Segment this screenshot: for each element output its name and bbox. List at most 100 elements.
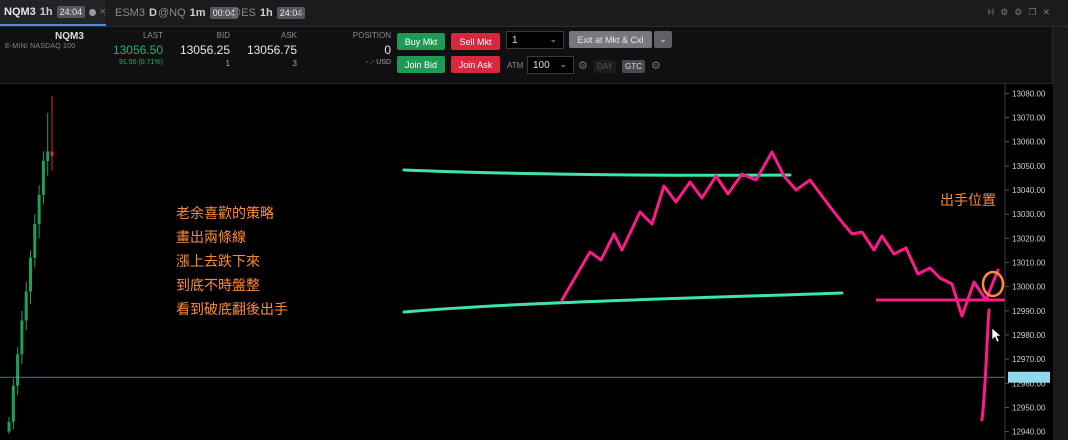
- price-path-drawing: [560, 150, 1000, 318]
- quantity-select[interactable]: 1 ⌄: [506, 31, 564, 49]
- tab-bar: NQM3 1h 24:04 × ESM3 D @NQ 1m 00:04 @ES …: [0, 0, 1068, 27]
- candle-body: [24, 291, 28, 321]
- atm-value: 100: [533, 59, 550, 71]
- upper-range-line: [402, 168, 792, 177]
- candlestick-series: [7, 95, 54, 434]
- tab-symbol: @NQ: [158, 7, 186, 19]
- price-tick-label: 12990.00: [1012, 307, 1046, 316]
- tif-gtc-option[interactable]: GTC: [622, 60, 645, 73]
- tab-symbol: NQM3: [4, 6, 36, 18]
- chevron-down-icon: ⌄: [659, 34, 667, 44]
- ask-label: ASK: [280, 31, 297, 40]
- position-label: POSITION: [352, 31, 391, 40]
- ask-price: 13056.75: [246, 43, 297, 57]
- order-settings-icon[interactable]: ⚙: [651, 60, 661, 72]
- tab-esm3[interactable]: ESM3 D: [115, 0, 157, 26]
- price-tick-label: 12950.00: [1012, 403, 1046, 412]
- mouse-cursor-icon: [991, 327, 1002, 343]
- atm-label: ATM: [507, 61, 524, 70]
- price-tick-label: 13010.00: [1012, 259, 1046, 268]
- tab-timeframe: 1h: [259, 7, 273, 19]
- tab-timeframe: D: [148, 7, 157, 19]
- exit-dropdown[interactable]: ⌄: [654, 31, 672, 48]
- close-tab-icon[interactable]: ×: [99, 6, 106, 18]
- tab-symbol: @ES: [230, 7, 256, 19]
- join-ask-button[interactable]: Join Ask: [451, 56, 500, 73]
- note-line-4: 到底不時盤整: [176, 278, 260, 294]
- drop-line-drawing: [980, 308, 991, 422]
- position-pl: - .- USD: [365, 59, 391, 66]
- settings-icon[interactable]: ⚙: [1000, 7, 1009, 17]
- candle-body: [11, 385, 15, 422]
- chevron-down-icon: ⌄: [559, 59, 567, 69]
- add-tab-button[interactable]: +: [297, 5, 305, 20]
- entry-circle: [981, 270, 1005, 298]
- candle-body: [7, 421, 11, 432]
- ask-size: 3: [292, 59, 297, 68]
- candle-body: [37, 194, 41, 224]
- close-icon[interactable]: ✕: [1042, 7, 1050, 17]
- note-line-1: 老余喜歡的策略: [176, 205, 274, 222]
- link-icon[interactable]: ⚙: [1014, 7, 1023, 17]
- note-line-3: 漲上去跌下來: [176, 254, 260, 270]
- order-panel: NQM3 E-MINI NASDAQ 100 LAST 13056.50 91.…: [0, 27, 1053, 84]
- price-axis-ticks: 13080.00 13070.00 13060.00 13050.00 13040.00…: [1005, 89, 1046, 437]
- last-change: 91.50 (0.71%): [119, 59, 163, 66]
- price-tick-label: 13000.00: [1012, 283, 1046, 292]
- price-tick-label: 12940.00: [1012, 428, 1046, 437]
- window-scrollbar[interactable]: [1052, 27, 1068, 440]
- price-tick-label: 13070.00: [1012, 114, 1046, 123]
- instrument-description: E-MINI NASDAQ 100: [5, 43, 76, 50]
- exit-at-market-button[interactable]: Exit at Mkt & Cxl: [569, 31, 652, 48]
- candle-body: [16, 354, 20, 386]
- candle-body: [41, 161, 45, 195]
- restore-icon[interactable]: ❐: [1028, 7, 1037, 17]
- price-tick-label: 12970.00: [1012, 355, 1046, 364]
- tab-es[interactable]: @ES 1h 24:04: [230, 0, 306, 26]
- atm-settings-icon[interactable]: ⚙: [578, 60, 588, 72]
- tab-timeframe: 1m: [189, 7, 206, 19]
- bid-size: 1: [225, 59, 230, 68]
- price-tick-label: 12980.00: [1012, 331, 1046, 340]
- note-line-2: 畫出兩條線: [176, 230, 246, 246]
- tab-symbol: ESM3: [115, 7, 145, 19]
- chevron-down-icon: ⌄: [549, 34, 557, 44]
- window-controls: H ⚙ ⚙ ❐ ✕: [988, 7, 1050, 18]
- bid-price: 13056.25: [179, 43, 230, 57]
- sell-market-button[interactable]: Sell Mkt: [451, 33, 500, 50]
- hide-button[interactable]: H: [987, 7, 995, 17]
- position-value: 0: [384, 43, 391, 57]
- lower-range-line: [402, 291, 844, 314]
- buy-market-button[interactable]: Buy Mkt: [397, 33, 445, 50]
- tab-nq[interactable]: @NQ 1m 00:04: [158, 0, 239, 26]
- price-tick-label: 13080.00: [1012, 89, 1046, 98]
- price-tick-label: 12960.00: [1012, 379, 1046, 388]
- tab-time: 24:04: [276, 7, 306, 19]
- tab-nqm3[interactable]: NQM3 1h 24:04 ×: [0, 0, 106, 26]
- tab-time: 00:04: [209, 7, 239, 19]
- atm-select[interactable]: 100 ⌄: [527, 56, 574, 74]
- price-chart[interactable]: 老余喜歡的策略 畫出兩條線 漲上去跌下來 到底不時盤整 看到破底翻後出手 出手位…: [0, 84, 1053, 440]
- bid-label: BID: [216, 31, 230, 40]
- price-tick-label: 13050.00: [1012, 162, 1046, 171]
- join-bid-button[interactable]: Join Bid: [397, 56, 445, 73]
- entry-label: 出手位置: [940, 193, 996, 209]
- candle-body: [50, 151, 54, 157]
- price-tick-label: 13040.00: [1012, 186, 1046, 195]
- price-tick-label: 13060.00: [1012, 138, 1046, 147]
- tab-time: 24:04: [56, 6, 86, 18]
- current-price-tag: [1008, 371, 1050, 383]
- candle-body: [46, 151, 50, 162]
- last-label: LAST: [142, 31, 163, 40]
- instrument-symbol[interactable]: NQM3: [55, 31, 84, 42]
- price-tick-label: 13030.00: [1012, 210, 1046, 219]
- note-line-5: 看到破底翻後出手: [176, 302, 288, 318]
- last-price: 13056.50: [112, 43, 163, 57]
- quantity-value: 1: [512, 34, 518, 46]
- tab-timeframe: 1h: [39, 6, 53, 18]
- candle-body: [33, 223, 37, 258]
- price-tick-label: 13020.00: [1012, 234, 1046, 243]
- unsaved-dot-icon: [89, 8, 96, 16]
- candle-body: [20, 320, 24, 355]
- tif-day-option[interactable]: DAY: [594, 60, 616, 73]
